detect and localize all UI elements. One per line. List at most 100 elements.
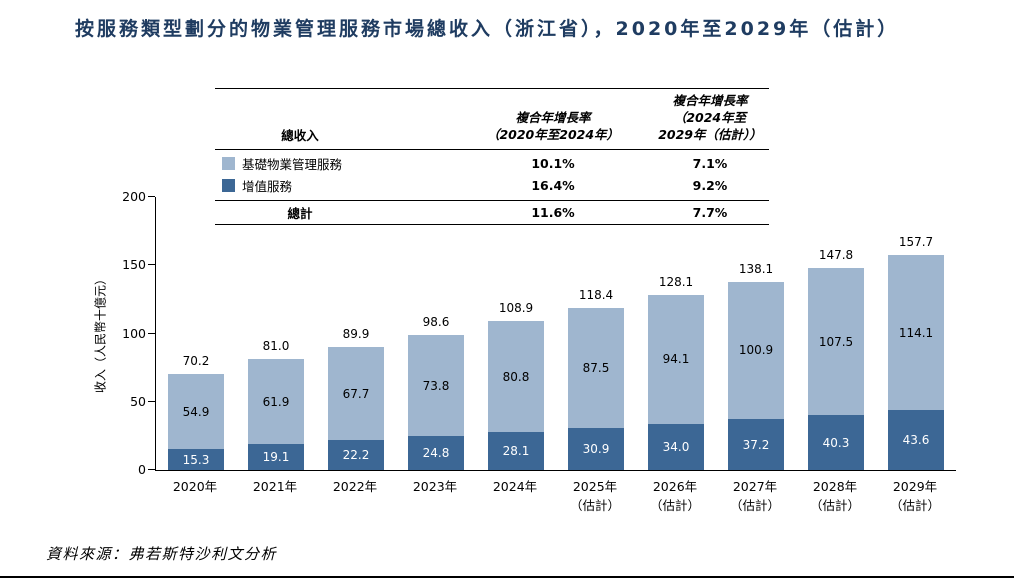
x-category-label: 2025年 （估計）: [569, 479, 620, 513]
total-row-label: 總計: [287, 205, 313, 221]
cagr-value: 16.4%: [531, 178, 575, 194]
bar-stack: 94.1 34.0: [648, 295, 704, 470]
x-category-label: 2022年: [332, 479, 378, 494]
table-header-total-revenue: 總收入: [281, 127, 319, 143]
bar-segment-value-added-service: 19.1: [248, 443, 304, 470]
bar-stack: 80.8 28.1: [488, 321, 544, 470]
bar-slot: 138.1 100.9 37.2: [716, 197, 796, 470]
bar-slot: 89.9 67.7 22.2: [316, 197, 396, 470]
x-category-label: 2024年: [492, 479, 538, 494]
table-header-cagr-2024-2029: 複合年增長率 （2024年至 2029年（估計））: [651, 93, 769, 144]
bar-segment-basic-service: 114.1: [888, 254, 944, 411]
x-category-label: 2023年: [412, 479, 458, 494]
cagr-value: 7.7%: [692, 204, 728, 220]
bar-segment-basic-service: 87.5: [568, 308, 624, 428]
bar-slot: 108.9 80.8 28.1: [476, 197, 556, 470]
bar-segment-basic-service: 67.7: [328, 347, 384, 440]
source-note: 資料來源：弗若斯特沙利文分析: [46, 545, 278, 563]
cagr-value: 10.1%: [531, 156, 575, 172]
bar-segment-value-added-service: 43.6: [888, 410, 944, 470]
bar-stack: 114.1 43.6: [888, 254, 944, 470]
bar-total-label: 108.9: [498, 301, 534, 316]
y-tick-label: 50: [130, 393, 146, 409]
bar-slot: 128.1 94.1 34.0: [636, 197, 716, 470]
x-category-label: 2020年: [172, 479, 218, 494]
x-category-label: 2028年 （估計）: [809, 479, 860, 513]
bar-total-label: 89.9: [342, 327, 370, 342]
table-row-value-added-service: 增值服務 16.4% 9.2%: [215, 175, 769, 197]
chart-title: 按服務類型劃分的物業管理服務市場總收入（浙江省），2020年至2029年（估計）: [75, 18, 900, 40]
table-header-cagr-2020-2024: 複合年增長率 （2020年至2024年）: [455, 110, 651, 144]
table-total-row: 總計 11.6% 7.7%: [215, 201, 769, 225]
bar-slot: 147.8 107.5 40.3: [796, 197, 876, 470]
bar-total-label: 118.4: [578, 288, 614, 303]
bar-slot: 70.2 54.9 15.3: [156, 197, 236, 470]
bar-slot: 81.0 61.9 19.1: [236, 197, 316, 470]
y-tick-mark: [148, 400, 155, 402]
bar-segment-value-added-service: 28.1: [488, 431, 544, 470]
bar-total-label: 138.1: [738, 261, 774, 276]
cagr-value: 9.2%: [692, 178, 728, 194]
bar-segment-value-added-service: 37.2: [728, 419, 784, 470]
bar-segment-basic-service: 94.1: [648, 295, 704, 424]
bar-segment-value-added-service: 40.3: [808, 415, 864, 470]
y-tick-label: 150: [122, 257, 146, 273]
y-tick-mark: [148, 264, 155, 266]
cagr-value: 11.6%: [531, 204, 575, 220]
x-category-label: 2021年: [252, 479, 298, 494]
bar-segment-basic-service: 100.9: [728, 281, 784, 420]
y-tick-mark: [148, 196, 155, 197]
legend-swatch-basic-service: [222, 157, 235, 171]
bar-stack: 107.5 40.3: [808, 268, 864, 470]
header-line: 複合年增長率: [672, 93, 748, 108]
table-body: 基礎物業管理服務 10.1% 7.1% 增值服務 16.4% 9.2%: [215, 150, 769, 201]
bar-stack: 54.9 15.3: [168, 374, 224, 470]
plot-area: 70.2 54.9 15.3 81.0 61.9 19.1 89.9 67.7 22.2 98.6…: [122, 189, 956, 477]
header-line: （2020年至2024年）: [486, 126, 620, 142]
bar-total-label: 157.7: [898, 234, 934, 249]
bar-slot: 118.4 87.5 30.9: [556, 197, 636, 470]
bar-segment-basic-service: 80.8: [488, 321, 544, 432]
bar-slot: 157.7 114.1 43.6: [876, 197, 956, 470]
bar-stack: 73.8 24.8: [408, 335, 464, 470]
bar-segment-value-added-service: 34.0: [648, 423, 704, 470]
bar-total-label: 70.2: [182, 354, 210, 369]
bar-stack: 67.7 22.2: [328, 347, 384, 470]
x-axis-labels: 2020年 2021年 2022年 2023年 2024年 2025年 （估計） 2026年（…: [155, 478, 955, 516]
legend-label-basic-service: 基礎物業管理服務: [242, 157, 343, 173]
bar-total-label: 147.8: [818, 248, 854, 263]
bar-slot: 98.6 73.8 24.8: [396, 197, 476, 470]
bar-segment-value-added-service: 24.8: [408, 436, 464, 470]
bar-total-label: 128.1: [658, 275, 694, 290]
bar-segment-basic-service: 73.8: [408, 335, 464, 437]
bar-stack: 100.9 37.2: [728, 281, 784, 471]
bar-segment-value-added-service: 15.3: [168, 449, 224, 470]
cagr-value: 7.1%: [692, 156, 728, 172]
bar-segment-value-added-service: 30.9: [568, 427, 624, 470]
header-line: 2029年（估計））: [658, 126, 762, 142]
y-tick-label: 100: [122, 325, 146, 341]
x-category-label: 2027年 （估計）: [729, 479, 780, 513]
bars-layer: 70.2 54.9 15.3 81.0 61.9 19.1 89.9 67.7 22.2 98.6…: [156, 197, 956, 470]
bar-total-label: 98.6: [422, 315, 450, 330]
bar-total-label: 81.0: [262, 339, 290, 354]
y-tick-mark: [148, 469, 155, 470]
bar-stack: 87.5 30.9: [568, 308, 624, 470]
bar-stack: 61.9 19.1: [248, 359, 304, 470]
cagr-table: 總收入 複合年增長率 （2020年至2024年） 複合年增長率 （2024年至 …: [215, 88, 769, 225]
header-line: 複合年增長率: [515, 109, 591, 125]
x-category-label: 2029年 （估計）: [889, 479, 940, 513]
y-tick-label: 0: [138, 462, 146, 477]
bar-segment-value-added-service: 22.2: [328, 439, 384, 470]
table-header-row: 總收入 複合年增長率 （2020年至2024年） 複合年增長率 （2024年至 …: [215, 89, 769, 150]
y-tick-label: 200: [122, 189, 146, 204]
bar-segment-basic-service: 107.5: [808, 268, 864, 415]
table-row-basic-service: 基礎物業管理服務 10.1% 7.1%: [215, 153, 769, 175]
y-tick-mark: [148, 332, 155, 334]
legend-swatch-value-added-service: [222, 179, 235, 193]
bar-segment-basic-service: 54.9: [168, 374, 224, 450]
x-category-label: 2026年 （估計）: [649, 479, 700, 513]
legend-label-value-added-service: 增值服務: [242, 179, 293, 195]
bottom-rule: [0, 576, 1014, 578]
